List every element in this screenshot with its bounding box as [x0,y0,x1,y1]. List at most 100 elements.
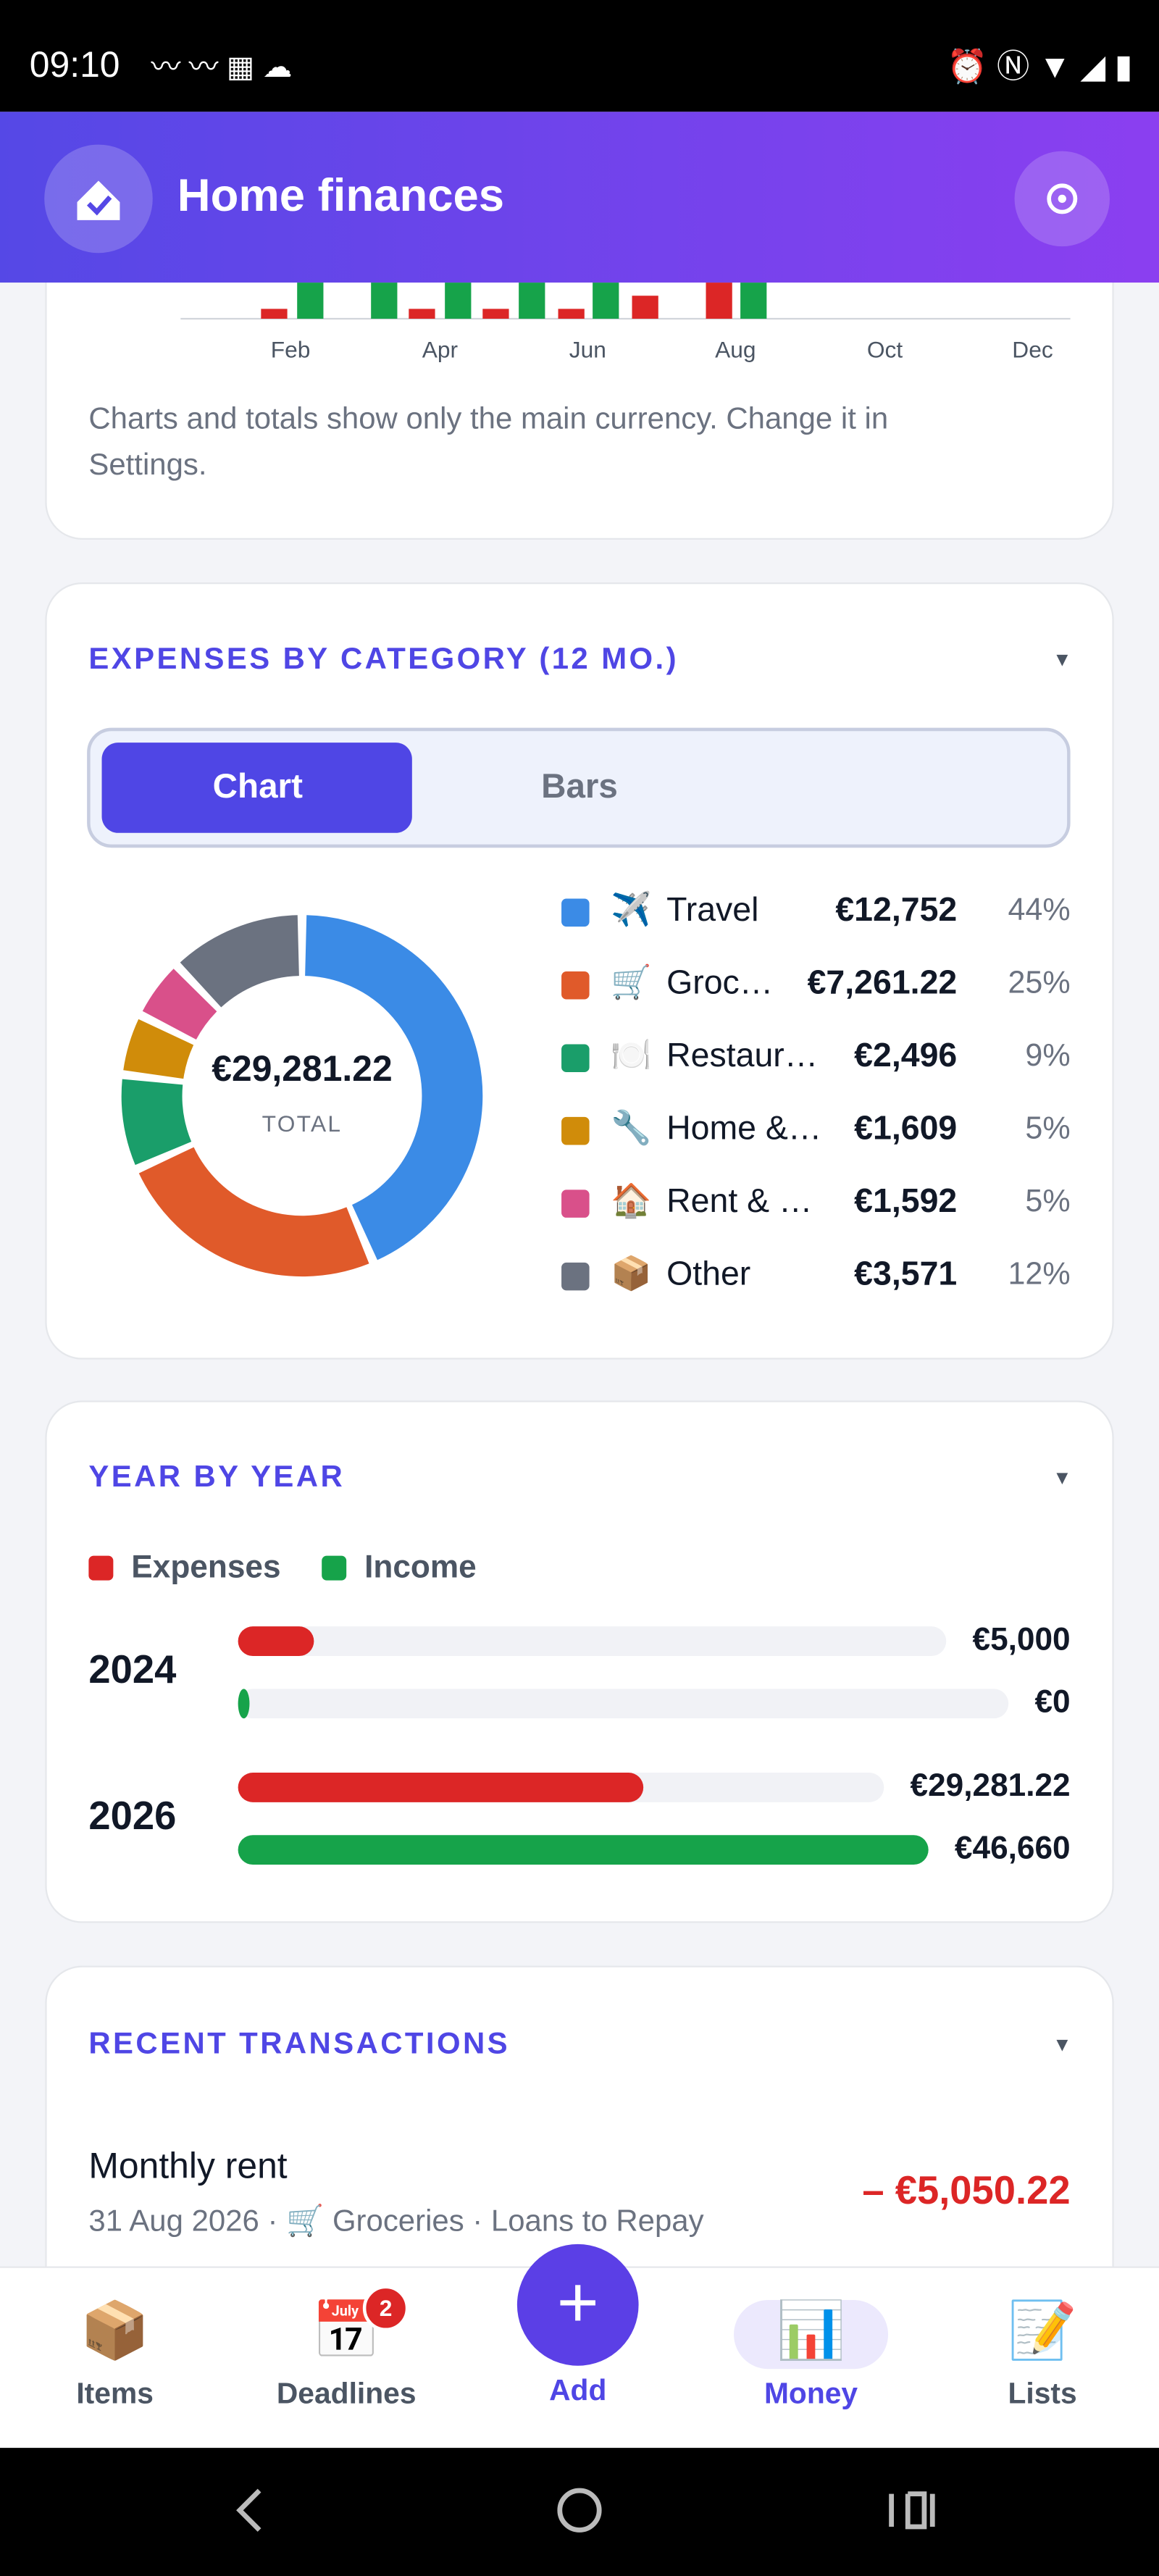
bar-track [238,1626,947,1656]
add-button[interactable] [516,2243,639,2366]
collapse-arrow[interactable]: ▾ [1056,1463,1068,1489]
category-icon: ✈️ [611,890,651,928]
bar-value-label: €5,000 [973,1621,1071,1657]
nav-icon[interactable]: 📦 [80,2299,150,2362]
category-icon: 🛒 [611,963,651,1000]
legend-swatch [561,971,590,1000]
donut-segment [304,915,483,1260]
category-percent: 5% [1025,1111,1070,1145]
nav-label[interactable]: Deadlines [277,2376,417,2409]
donut-segment [180,915,300,1008]
x-tick-label: Apr [422,337,459,363]
category-percent: 5% [1025,1184,1070,1218]
note: Charts and totals show only the main cur… [88,401,888,435]
category-name: Home &… [666,1108,821,1146]
bar-value-label: €0 [1034,1684,1070,1719]
nav-label[interactable]: Money [764,2376,858,2409]
bar-value-label: €46,660 [955,1830,1071,1865]
system-nav-bg [0,2448,1159,2576]
x-tick-label: Jun [569,337,606,363]
app-title: Home finances [177,170,504,221]
nav-icon[interactable]: + [557,2263,599,2343]
category-amount: €12,752 [835,890,957,928]
legend-label: Expenses [131,1549,280,1584]
legend-swatch [88,1555,114,1581]
section-title: EXPENSES BY CATEGORY (12 MO.) [88,641,679,675]
transaction-amount: – €5,050.22 [862,2168,1070,2212]
category-name: Other [666,1254,750,1292]
home-icon [77,180,120,220]
app-bar [0,112,1159,283]
settings-icon-dot [1058,194,1066,204]
x-tick-label: Dec [1012,337,1053,363]
x-tick-label: Feb [271,337,311,363]
year-label: 2026 [88,1794,176,1838]
category-amount: €2,496 [854,1036,957,1074]
legend-swatch [561,1044,590,1073]
legend-swatch [322,1555,347,1581]
nav-icon[interactable]: 📊 [777,2299,846,2362]
category-name: Groc… [666,963,773,1000]
bar [238,1689,250,1719]
nav-icon[interactable]: 📝 [1008,2299,1077,2362]
status-bar: 09:10 〰 〰 ▦ ☁ ⏰ Ⓝ ▼ ◢ ▮ [0,0,1159,112]
category-name: Travel [666,890,758,928]
legend-swatch [561,1262,590,1291]
category-percent: 9% [1025,1038,1070,1073]
donut-segment [142,969,217,1040]
tab-label[interactable]: Chart [213,767,303,806]
category-name: Restaur… [666,1036,818,1074]
x-tick-label: Aug [715,337,756,363]
home-system-button[interactable] [557,2488,602,2533]
bar [238,1626,314,1656]
category-amount: €7,261.22 [808,963,958,1000]
nav-label[interactable]: Items [76,2376,154,2409]
category-amount: €1,592 [854,1182,957,1219]
transaction-title[interactable]: Monthly rent [88,2146,287,2186]
section-title: RECENT TRANSACTIONS [88,2026,510,2060]
donut-segment [138,1146,369,1277]
category-icon: 🍽️ [611,1037,651,1074]
nav-label[interactable]: Lists [1008,2376,1076,2409]
status-icons: 〰 〰 ▦ ☁ [151,50,292,83]
note: Settings. [88,447,206,481]
x-tick-label: Oct [867,337,903,363]
category-name: Rent & … [666,1182,812,1219]
category-icon: 🔧 [611,1108,651,1146]
status-icons-right: ⏰ Ⓝ ▼ ◢ ▮ [947,46,1133,85]
settings-icon [1047,183,1078,214]
header: Home finances [0,112,1159,283]
collapse-arrow[interactable]: ▾ [1056,645,1068,672]
year-label: 2024 [88,1647,176,1691]
transaction-subtitle: 31 Aug 2026 · 🛒 Groceries · Loans to Rep… [88,2202,703,2238]
partial-bars [261,283,767,319]
legend-swatch [561,1189,590,1218]
nav-label[interactable]: Add [549,2373,606,2406]
bar-track [238,1689,1009,1719]
tab-active[interactable] [101,743,412,833]
category-percent: 12% [1008,1256,1070,1291]
category-icon: 🏠 [611,1182,651,1218]
recents-button[interactable] [889,2491,935,2530]
category-amount: €3,571 [854,1254,957,1292]
section-title: YEAR BY YEAR [88,1459,345,1493]
donut-segment [123,1019,194,1080]
tab-label[interactable]: Bars [541,767,618,806]
legend-swatch [561,1116,590,1145]
category-amount: €1,609 [854,1108,957,1146]
donut-total: €29,281.22 [212,1048,392,1089]
system-nav [0,2448,1159,2576]
status-time: 09:10 [30,44,120,85]
donut-segment [121,1079,192,1166]
badge-count: 2 [380,2295,393,2321]
category-percent: 25% [1008,965,1070,1000]
back-button[interactable] [236,2488,261,2532]
category-icon: 📦 [611,1254,651,1292]
collapse-arrow[interactable]: ▾ [1056,2031,1068,2057]
bar [238,1773,644,1802]
nav-active-pill [734,2300,889,2370]
donut-caption: TOTAL [262,1111,343,1137]
